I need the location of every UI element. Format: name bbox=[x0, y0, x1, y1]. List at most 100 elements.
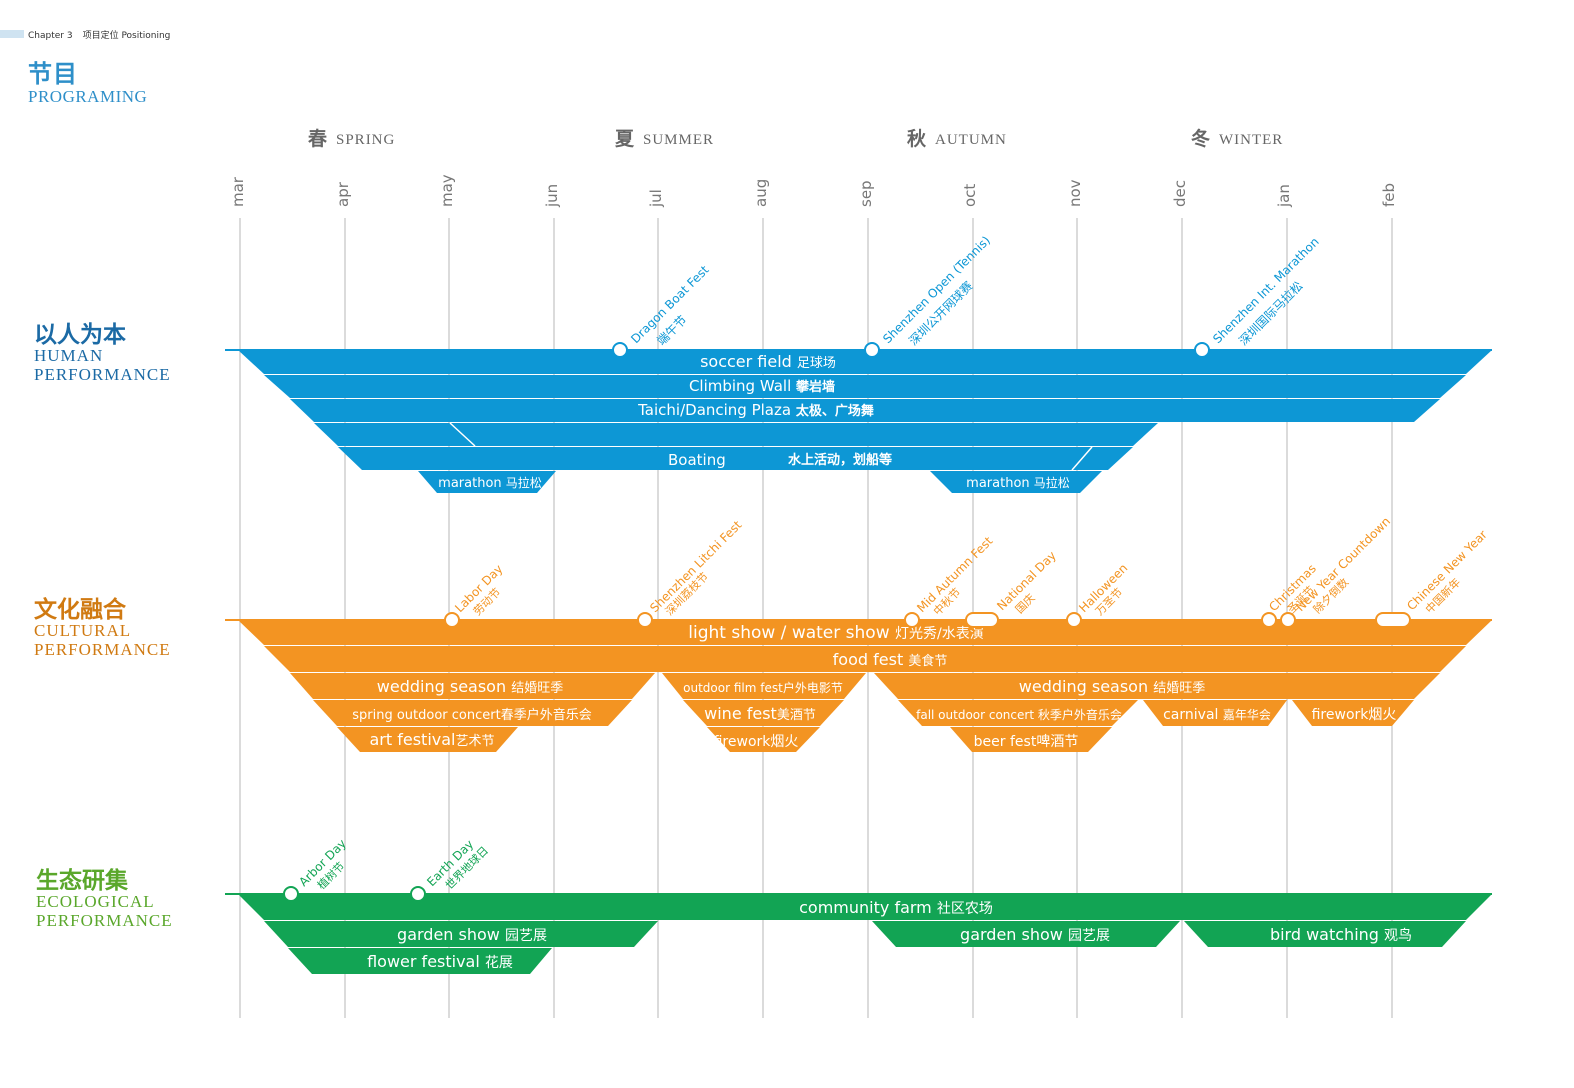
event-marker bbox=[1280, 612, 1296, 628]
category-cultural: 文化融合 CULTURAL PERFORMANCE light show / w… bbox=[34, 514, 1492, 752]
band-garden-show-autumn bbox=[872, 921, 1180, 947]
band-carnival bbox=[1143, 700, 1287, 726]
event-marker bbox=[410, 886, 426, 902]
event-marker bbox=[1194, 342, 1210, 358]
event-new-year-countdown: New Year Countdown 除夕倒数 bbox=[1280, 514, 1393, 628]
event-marker bbox=[612, 342, 628, 358]
category-cultural-title-en-1: CULTURAL bbox=[34, 621, 131, 640]
band-label-boating-en: Boating bbox=[668, 451, 726, 469]
chapter-number: Chapter 3 bbox=[28, 31, 73, 41]
event-shenzhen-open: Shenzhen Open (Tennis) 深圳公开网球赛 bbox=[864, 233, 993, 358]
month-label-jun: jun bbox=[543, 184, 561, 208]
season-winter: 冬 WINTER bbox=[1191, 127, 1283, 150]
month-label-may: may bbox=[438, 174, 456, 207]
band-light-show bbox=[238, 620, 1492, 645]
season-autumn: 秋 AUTUMN bbox=[907, 127, 1006, 150]
band-label: marathon 马拉松 bbox=[438, 475, 542, 491]
cultural-bands bbox=[238, 620, 1492, 752]
band-label: beer fest啤酒节 bbox=[974, 734, 1079, 750]
category-ecological: 生态研集 ECOLOGICAL PERFORMANCE community fa… bbox=[36, 836, 1492, 974]
band-label: spring outdoor concert春季户外音乐会 bbox=[352, 707, 591, 723]
page-title-en: PROGRAMING bbox=[28, 87, 148, 106]
category-human-title-en-2: PERFORMANCE bbox=[34, 365, 171, 384]
band-garden-show-spring bbox=[264, 921, 658, 947]
event-marker bbox=[1375, 612, 1411, 628]
human-events: Dragon Boat Fest 端午节 Shenzhen Open (Tenn… bbox=[612, 233, 1322, 358]
month-grid: mar apr may jun jul aug sep oct bbox=[229, 174, 1398, 1018]
boating-inner-divider-left bbox=[449, 422, 476, 447]
band-boating-upper bbox=[314, 423, 1158, 446]
band-flower-festival bbox=[288, 948, 552, 974]
band-art-festival bbox=[337, 727, 518, 752]
category-ecological-title-cn: 生态研集 bbox=[36, 867, 129, 894]
band-marathon-spring bbox=[418, 471, 556, 493]
band-label: art festival艺术节 bbox=[369, 730, 494, 749]
page-header: Chapter 3 项目定位 Positioning 节目 PROGRAMING bbox=[0, 0, 500, 120]
season-spring-en: SPRING bbox=[336, 132, 395, 148]
band-label: Climbing Wall 攀岩墙 bbox=[689, 377, 835, 395]
event-marker bbox=[444, 612, 460, 628]
band-food-fest bbox=[264, 646, 1466, 672]
season-headers: 春 SPRING 夏 SUMMER 秋 AUTUMN 冬 WINTER bbox=[308, 127, 1283, 150]
band-wedding-autumn bbox=[874, 673, 1440, 699]
event-marker bbox=[283, 886, 299, 902]
month-label-nov: nov bbox=[1066, 179, 1084, 207]
month-label-mar: mar bbox=[229, 176, 247, 207]
band-spring-concert bbox=[313, 700, 632, 726]
band-label: garden show 园艺展 bbox=[397, 925, 547, 944]
season-summer-cn: 夏 bbox=[615, 128, 635, 150]
month-may: may bbox=[438, 174, 456, 1018]
season-summer: 夏 SUMMER bbox=[615, 128, 713, 150]
band-label: soccer field 足球场 bbox=[700, 352, 836, 371]
band-boating bbox=[338, 447, 1133, 470]
event-dragon-boat: Dragon Boat Fest 端午节 bbox=[612, 263, 712, 358]
month-label-jan: jan bbox=[1275, 184, 1293, 208]
event-label: Shenzhen Litchi Fest bbox=[647, 518, 744, 615]
ecological-band-labels: community farm 社区农场 garden show 园艺展 gard… bbox=[367, 898, 1412, 971]
category-cultural-title-cn: 文化融合 bbox=[34, 596, 127, 623]
band-label: firework烟火 bbox=[714, 734, 799, 750]
band-label: food fest 美食节 bbox=[833, 650, 948, 669]
band-label: fall outdoor concert 秋季户外音乐会 bbox=[916, 707, 1122, 722]
band-firework-summer bbox=[707, 727, 820, 752]
band-label: Taichi/Dancing Plaza 太极、广场舞 bbox=[637, 401, 874, 419]
category-ecological-title-en-2: PERFORMANCE bbox=[36, 911, 173, 930]
band-label: community farm 社区农场 bbox=[799, 898, 993, 917]
season-spring-cn: 春 bbox=[308, 127, 327, 150]
event-chinese-new-year: Chinese New Year 中国新年 bbox=[1375, 527, 1490, 628]
month-sep: sep bbox=[857, 180, 875, 1018]
band-label: marathon 马拉松 bbox=[966, 475, 1070, 491]
event-label: Shenzhen Open (Tennis) bbox=[880, 233, 993, 346]
event-national-day: National Day 国庆 bbox=[965, 548, 1059, 628]
band-wine-fest bbox=[683, 700, 844, 726]
cultural-band-labels: light show / water show 灯光秀/水表演 food fes… bbox=[352, 623, 1396, 750]
month-jun: jun bbox=[543, 184, 561, 1018]
category-human-title-cn: 以人为本 bbox=[34, 322, 126, 348]
event-marker bbox=[864, 342, 880, 358]
month-mar: mar bbox=[229, 176, 247, 1018]
band-label: wedding season 结婚旺季 bbox=[1019, 677, 1205, 696]
band-beer-fest bbox=[950, 727, 1112, 752]
band-soccer-field bbox=[238, 350, 1492, 374]
month-label-apr: apr bbox=[334, 181, 352, 207]
band-label: bird watching 观鸟 bbox=[1270, 925, 1412, 944]
event-marker bbox=[965, 612, 999, 628]
event-litchi-fest: Shenzhen Litchi Fest 深圳荔枝节 bbox=[637, 518, 745, 628]
event-marker bbox=[1066, 612, 1082, 628]
band-label: outdoor film fest户外电影节 bbox=[683, 680, 843, 695]
human-band-labels: soccer field 足球场 Climbing Wall 攀岩墙 Taich… bbox=[438, 352, 1070, 491]
category-ecological-title-en-1: ECOLOGICAL bbox=[36, 892, 155, 911]
month-label-jul: jul bbox=[647, 189, 665, 208]
chapter-bar bbox=[0, 30, 24, 38]
event-label: Shenzhen Int. Marathon bbox=[1210, 235, 1321, 346]
season-winter-en: WINTER bbox=[1219, 132, 1283, 148]
page-title-cn: 节目 bbox=[28, 60, 78, 88]
event-earth-day: Earth Day 世界地球日 bbox=[410, 837, 491, 902]
season-spring: 春 SPRING bbox=[308, 127, 395, 150]
band-label: garden show 园艺展 bbox=[960, 925, 1110, 944]
band-taichi-plaza bbox=[290, 399, 1440, 422]
month-nov: nov bbox=[1066, 179, 1084, 1018]
category-human-title-en-1: HUMAN bbox=[34, 346, 103, 365]
band-firework-winter bbox=[1292, 700, 1414, 726]
